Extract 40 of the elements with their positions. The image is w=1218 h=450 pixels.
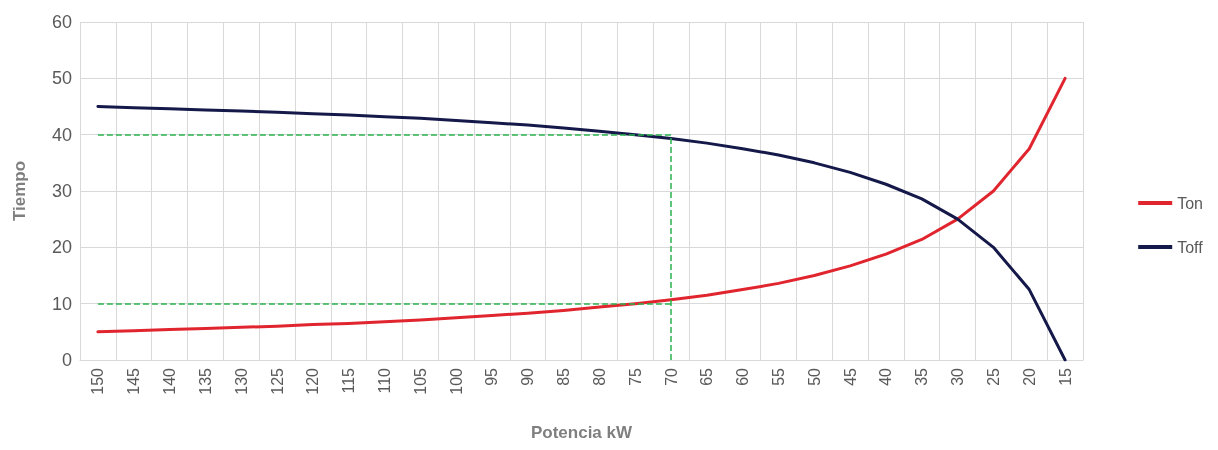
- x-tick-label: 60: [734, 367, 752, 386]
- y-tick-label: 50: [51, 68, 72, 89]
- x-tick-label: 120: [304, 367, 322, 395]
- x-tick-label: 55: [770, 367, 788, 386]
- x-tick-label: 35: [913, 367, 931, 386]
- x-tick-label: 95: [483, 367, 501, 386]
- x-tick-label: 50: [805, 367, 823, 386]
- x-tick-label: 20: [1020, 367, 1038, 386]
- x-tick-label: 135: [196, 367, 214, 395]
- y-tick-label: 0: [61, 350, 72, 370]
- x-tick-label: 145: [125, 367, 143, 395]
- x-tick-label: 70: [662, 367, 680, 386]
- x-tick-label: 140: [161, 367, 179, 395]
- x-tick-label: 115: [340, 367, 358, 394]
- y-axis-title: Tiempo: [10, 160, 29, 222]
- x-tick-label: 150: [89, 367, 107, 395]
- line-series: [96, 105, 1067, 362]
- legend-label: Toff: [1177, 238, 1204, 256]
- x-tick-label: 15: [1056, 367, 1074, 386]
- y-tick-label: 40: [51, 124, 72, 145]
- x-tick-label: 100: [447, 367, 465, 395]
- x-tick-label: 25: [984, 367, 1002, 386]
- x-axis-title: Potencia kW: [530, 423, 633, 442]
- x-tick-label: 130: [232, 367, 250, 395]
- x-tick-label: 40: [877, 367, 895, 386]
- y-tick-label: 10: [51, 293, 72, 314]
- x-tick-label: 90: [519, 367, 537, 386]
- y-tick-label: 30: [51, 181, 72, 201]
- y-tick-label: 60: [51, 12, 72, 32]
- x-tick-label: 110: [375, 367, 393, 394]
- x-tick-label: 80: [590, 367, 608, 386]
- y-tick-label: 20: [51, 237, 72, 258]
- x-tick-label: 75: [626, 367, 644, 386]
- x-tick-label: 105: [411, 367, 429, 395]
- x-tick-label: 125: [268, 367, 286, 395]
- x-tick-label: 85: [555, 367, 573, 386]
- x-tick-label: 45: [841, 367, 859, 386]
- x-tick-label: 30: [949, 367, 967, 386]
- legend-label: Ton: [1177, 194, 1203, 212]
- x-tick-label: 65: [698, 367, 716, 386]
